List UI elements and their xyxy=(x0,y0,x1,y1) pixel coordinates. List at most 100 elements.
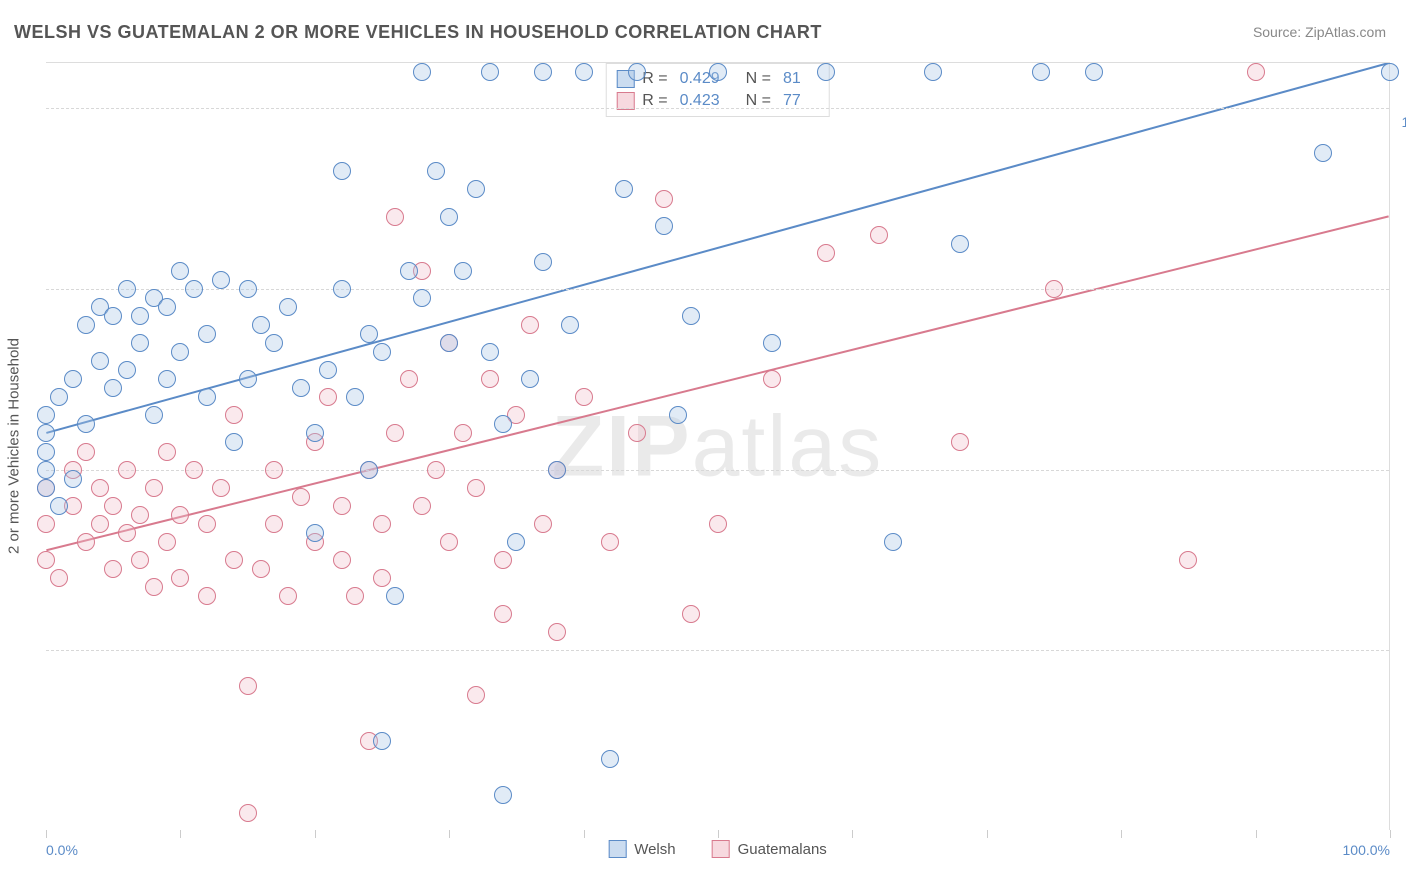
data-point-welsh xyxy=(252,316,270,334)
data-point-guatemalans xyxy=(239,677,257,695)
data-point-welsh xyxy=(924,63,942,81)
data-point-welsh xyxy=(427,162,445,180)
data-point-welsh xyxy=(37,479,55,497)
data-point-guatemalans xyxy=(817,244,835,262)
data-point-welsh xyxy=(440,208,458,226)
data-point-welsh xyxy=(1314,144,1332,162)
data-point-welsh xyxy=(481,343,499,361)
data-point-welsh xyxy=(534,63,552,81)
data-point-welsh xyxy=(131,307,149,325)
plot-area: ZIPatlas R = 0.429 N = 81 R = 0.423 N = … xyxy=(46,62,1390,830)
data-point-welsh xyxy=(386,587,404,605)
data-point-guatemalans xyxy=(481,370,499,388)
data-point-guatemalans xyxy=(467,686,485,704)
data-point-welsh xyxy=(158,370,176,388)
data-point-welsh xyxy=(884,533,902,551)
data-point-guatemalans xyxy=(185,461,203,479)
data-point-welsh xyxy=(212,271,230,289)
data-point-guatemalans xyxy=(104,497,122,515)
data-point-welsh xyxy=(185,280,203,298)
data-point-guatemalans xyxy=(386,208,404,226)
data-point-guatemalans xyxy=(118,524,136,542)
data-point-welsh xyxy=(628,63,646,81)
data-point-welsh xyxy=(951,235,969,253)
data-point-welsh xyxy=(37,461,55,479)
data-point-welsh xyxy=(50,497,68,515)
data-point-guatemalans xyxy=(50,569,68,587)
data-point-guatemalans xyxy=(118,461,136,479)
x-tick xyxy=(1390,830,1391,838)
data-point-welsh xyxy=(534,253,552,271)
data-point-guatemalans xyxy=(292,488,310,506)
gridline-h xyxy=(46,650,1389,651)
trend-lines-svg xyxy=(46,63,1389,830)
data-point-welsh xyxy=(64,370,82,388)
data-point-welsh xyxy=(481,63,499,81)
legend-swatch-guatemalans-bottom xyxy=(712,840,730,858)
data-point-guatemalans xyxy=(346,587,364,605)
data-point-welsh xyxy=(91,352,109,370)
data-point-welsh xyxy=(400,262,418,280)
x-tick xyxy=(987,830,988,838)
data-point-welsh xyxy=(104,379,122,397)
data-point-welsh xyxy=(225,433,243,451)
data-point-guatemalans xyxy=(575,388,593,406)
data-point-welsh xyxy=(346,388,364,406)
legend-label-welsh: Welsh xyxy=(634,841,675,858)
x-tick xyxy=(718,830,719,838)
data-point-guatemalans xyxy=(870,226,888,244)
data-point-guatemalans xyxy=(467,479,485,497)
data-point-welsh xyxy=(171,262,189,280)
data-point-guatemalans xyxy=(628,424,646,442)
x-tick xyxy=(852,830,853,838)
data-point-guatemalans xyxy=(225,406,243,424)
data-point-welsh xyxy=(118,280,136,298)
data-point-welsh xyxy=(655,217,673,235)
y-tick-label: 40.0% xyxy=(1397,656,1406,672)
legend-series-bottom: Welsh Guatemalans xyxy=(608,840,827,858)
data-point-guatemalans xyxy=(521,316,539,334)
data-point-welsh xyxy=(265,334,283,352)
y-tick-label: 80.0% xyxy=(1397,295,1406,311)
legend-swatch-welsh-bottom xyxy=(608,840,626,858)
x-tick xyxy=(1256,830,1257,838)
data-point-guatemalans xyxy=(494,551,512,569)
data-point-welsh xyxy=(373,732,391,750)
data-point-welsh xyxy=(333,162,351,180)
watermark-light: atlas xyxy=(692,398,884,494)
data-point-guatemalans xyxy=(265,461,283,479)
data-point-guatemalans xyxy=(454,424,472,442)
data-point-welsh xyxy=(1032,63,1050,81)
data-point-welsh xyxy=(561,316,579,334)
data-point-welsh xyxy=(494,786,512,804)
data-point-guatemalans xyxy=(77,533,95,551)
data-point-welsh xyxy=(615,180,633,198)
data-point-guatemalans xyxy=(373,515,391,533)
data-point-guatemalans xyxy=(171,506,189,524)
data-point-welsh xyxy=(77,316,95,334)
data-point-guatemalans xyxy=(239,804,257,822)
data-point-guatemalans xyxy=(37,551,55,569)
data-point-guatemalans xyxy=(225,551,243,569)
x-tick xyxy=(1121,830,1122,838)
data-point-welsh xyxy=(333,280,351,298)
data-point-guatemalans xyxy=(37,515,55,533)
data-point-guatemalans xyxy=(131,506,149,524)
data-point-guatemalans xyxy=(279,587,297,605)
data-point-guatemalans xyxy=(427,461,445,479)
data-point-guatemalans xyxy=(655,190,673,208)
data-point-guatemalans xyxy=(548,623,566,641)
data-point-guatemalans xyxy=(333,551,351,569)
data-point-guatemalans xyxy=(709,515,727,533)
data-point-welsh xyxy=(1381,63,1399,81)
data-point-guatemalans xyxy=(400,370,418,388)
data-point-guatemalans xyxy=(763,370,781,388)
chart-title: WELSH VS GUATEMALAN 2 OR MORE VEHICLES I… xyxy=(14,22,822,43)
data-point-welsh xyxy=(198,388,216,406)
data-point-welsh xyxy=(118,361,136,379)
data-point-guatemalans xyxy=(158,443,176,461)
data-point-welsh xyxy=(64,470,82,488)
data-point-welsh xyxy=(37,424,55,442)
chart-container: WELSH VS GUATEMALAN 2 OR MORE VEHICLES I… xyxy=(0,0,1406,892)
data-point-guatemalans xyxy=(158,533,176,551)
